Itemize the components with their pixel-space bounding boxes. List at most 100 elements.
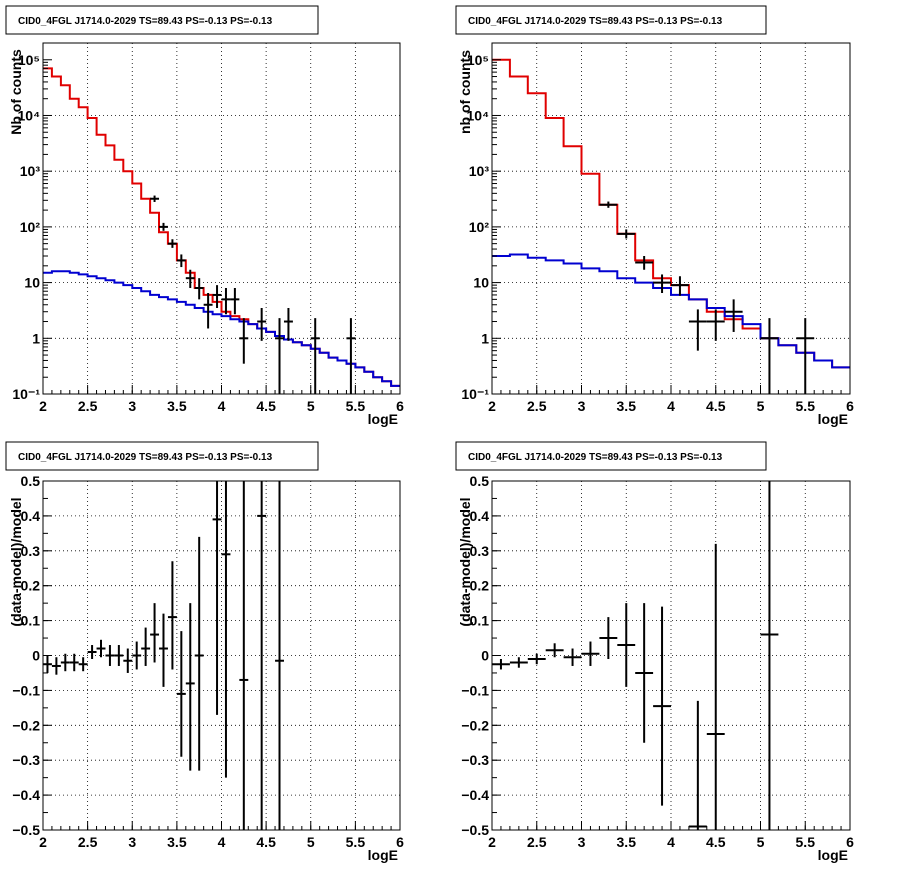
x-tick-label: 4.5 [256,834,276,850]
y-tick-label: −0.3 [12,752,40,768]
chart-title: CID0_4FGL J1714.0-2029 TS=89.43 PS=-0.13… [468,452,723,463]
chart-title: CID0_4FGL J1714.0-2029 TS=89.43 PS=-0.13… [18,452,273,463]
title-box [455,441,767,471]
y-tick-label: 0.3 [21,543,41,559]
x-tick-label: 2.5 [78,834,98,850]
y-tick-label: −0.2 [12,717,40,733]
y-tick-label: 10³ [20,163,41,179]
y-tick-label: 10⁻¹ [12,386,40,402]
x-tick-label: 6 [846,834,854,850]
y-tick-label: −0.2 [461,717,489,733]
y-tick-label: 1 [481,330,489,346]
x-tick-label: 4.5 [706,834,726,850]
grid [43,481,400,830]
x-tick-label: 3 [578,834,586,850]
x-tick-label: 2 [488,398,496,414]
plot-marks [492,481,779,830]
y-tick-label: 10³ [469,163,490,179]
grid [492,481,850,830]
y-axis-label: (data-model)/model [8,497,24,626]
x-tick-label: 3 [578,398,586,414]
title-box [455,5,767,35]
y-tick-label: 0.2 [21,578,41,594]
y-tick-label: −0.3 [461,752,489,768]
x-tick-label: 3.5 [617,834,637,850]
axis-ticks: 2 2.5 3 3.5 4 4.5 5 5.5 6 −0.5 −0.4 −0.3 −0.2 −0.1 0 0.… [461,473,854,850]
background-model-step-line [43,270,400,387]
y-tick-label: −0.1 [461,682,489,698]
background-model-step-line [492,253,850,369]
x-tick-label: 5.5 [346,398,366,414]
x-tick-label: 4 [218,834,226,850]
x-axis-label: logE [818,411,848,427]
y-tick-label: 0.1 [21,613,41,629]
y-tick-label: −0.5 [12,822,40,838]
x-tick-label: 3 [128,398,136,414]
x-axis-label: logE [818,847,848,863]
panel-counts-right: CID0_4FGL J1714.0-2029 TS=89.43 PS=-0.13… [455,5,854,427]
x-tick-label: 3.5 [167,834,187,850]
plot-marks [43,481,284,830]
y-tick-label: 0.1 [470,613,490,629]
y-tick-label: 0.4 [21,508,41,524]
plot-marks [492,58,850,394]
y-tick-label: 10⁻¹ [461,386,489,402]
x-tick-label: 2 [39,834,47,850]
x-tick-label: 4.5 [256,398,276,414]
y-axis-label: Nb of counts [8,49,24,135]
x-tick-label: 6 [396,834,404,850]
y-tick-label: −0.1 [12,682,40,698]
grid [43,43,400,394]
x-tick-label: 6 [396,398,404,414]
y-tick-label: −0.4 [461,787,489,803]
axis-ticks: 2 2.5 3 3.5 4 4.5 5 5.5 6 10⁻¹ 1 10 10² 10³ 10⁴ 10⁵ [461,52,854,414]
panel-residuals-right: CID0_4FGL J1714.0-2029 TS=89.43 PS=-0.13… [455,441,854,863]
chart-title: CID0_4FGL J1714.0-2029 TS=89.43 PS=-0.13… [468,16,723,27]
x-tick-label: 2 [39,398,47,414]
x-tick-label: 4 [667,398,675,414]
x-tick-label: 2.5 [78,398,98,414]
panel-counts-left: CID0_4FGL J1714.0-2029 TS=89.43 PS=-0.13… [5,5,404,427]
x-tick-label: 4.5 [706,398,726,414]
axis-ticks: 2 2.5 3 3.5 4 4.5 5 5.5 6 −0.5 −0.4 −0.3 −0.2 −0.1 0 0.… [12,473,404,850]
y-tick-label: 10⁴ [467,107,490,123]
x-tick-label: 2.5 [527,398,547,414]
x-tick-label: 4 [667,834,675,850]
chart-title: CID0_4FGL J1714.0-2029 TS=89.43 PS=-0.13… [18,16,273,27]
x-tick-label: 5.5 [796,398,816,414]
y-tick-label: −0.5 [461,822,489,838]
y-tick-label: 10² [20,219,41,235]
y-tick-label: 0.5 [21,473,41,489]
plot-marks [43,67,400,394]
x-tick-label: 2 [488,834,496,850]
y-tick-label: 0.5 [470,473,490,489]
y-tick-label: 10⁵ [18,52,40,68]
y-tick-label: 10² [469,219,490,235]
y-axis-label: (data-model)/model [457,497,473,626]
x-tick-label: 5 [757,834,765,850]
x-tick-label: 4 [218,398,226,414]
x-tick-label: 2.5 [527,834,547,850]
y-tick-label: 10⁴ [18,107,41,123]
x-tick-label: 5 [757,398,765,414]
x-tick-label: 3 [128,834,136,850]
y-tick-label: 10⁵ [467,52,489,68]
x-tick-label: 5 [307,834,315,850]
x-tick-label: 5 [307,398,315,414]
total-model-step-line [492,58,850,369]
y-tick-label: 10 [473,275,489,291]
x-tick-label: 6 [846,398,854,414]
x-tick-label: 3.5 [167,398,187,414]
y-tick-label: 0.4 [470,508,490,524]
y-tick-label: 10 [24,275,40,291]
x-tick-label: 5.5 [796,834,816,850]
title-box [5,441,319,471]
y-axis-label: nb of counts [457,50,473,134]
y-tick-label: −0.4 [12,787,40,803]
y-tick-label: 0 [32,648,40,664]
y-tick-label: 0 [481,648,489,664]
x-axis-label: logE [368,847,398,863]
axis-ticks: 2 2.5 3 3.5 4 4.5 5 5.5 6 10⁻¹ 1 10 10² 10³ 10⁴ 10⁵ [12,52,404,414]
y-tick-label: 1 [32,330,40,346]
